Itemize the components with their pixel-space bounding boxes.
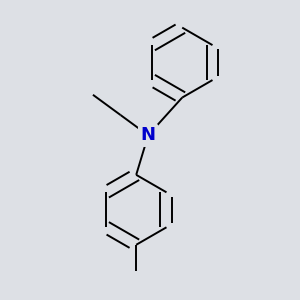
- Text: N: N: [141, 126, 156, 144]
